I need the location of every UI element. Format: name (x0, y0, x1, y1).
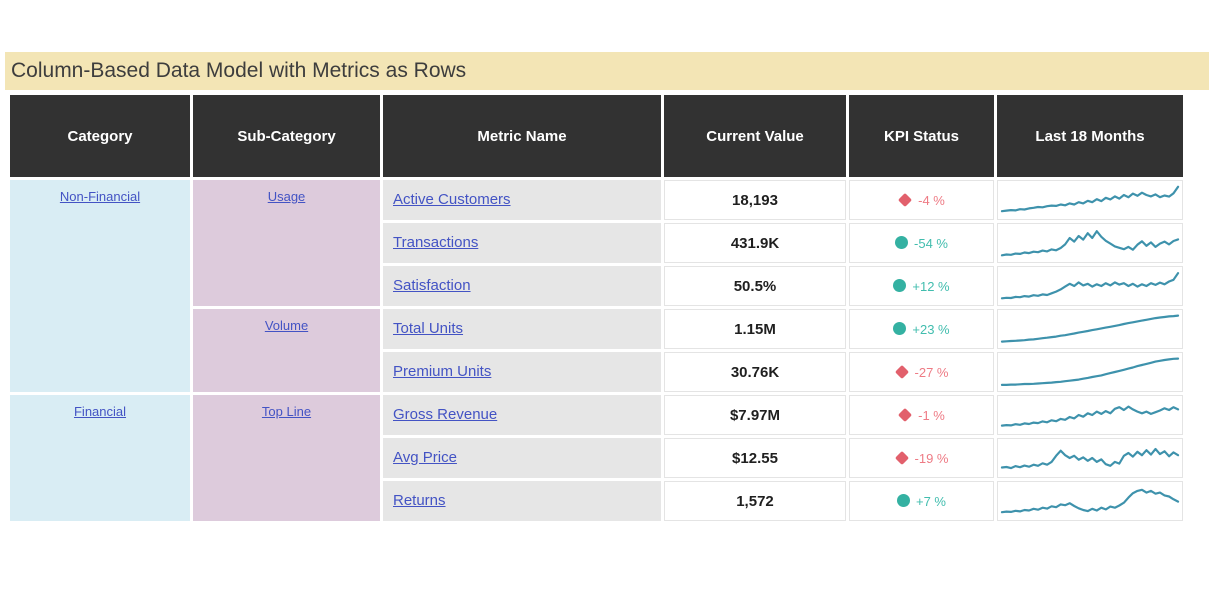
category-cell: Non-Financial (10, 180, 190, 392)
sparkline-cell (997, 395, 1183, 435)
kpi-status-cell: +7 % (849, 481, 994, 521)
metric-name-cell: Gross Revenue (383, 395, 661, 435)
category-link[interactable]: Financial (73, 404, 127, 419)
kpi-circle-icon (897, 494, 910, 508)
sparkline-chart (1000, 185, 1180, 213)
metric-link[interactable]: Returns (393, 492, 446, 509)
current-value-cell: 1,572 (664, 481, 846, 521)
kpi-diamond-icon (898, 407, 913, 422)
metric-link[interactable]: Premium Units (393, 363, 492, 380)
table-row: Premium Units 30.76K -27 % (10, 352, 1183, 392)
kpi-delta-text: +12 % (912, 279, 950, 295)
table-row: Avg Price $12.55 -19 % (10, 438, 1183, 478)
metric-name-cell: Avg Price (383, 438, 661, 478)
sparkline-cell (997, 481, 1183, 521)
kpi-delta-text: +7 % (916, 494, 946, 510)
table-row: Non-Financial Usage Active Customers 18,… (10, 180, 1183, 392)
kpi-delta-text: -1 % (918, 408, 945, 424)
kpi-circle-icon (893, 322, 907, 336)
sparkline-chart (1000, 447, 1180, 470)
sparkline-cell (997, 180, 1183, 220)
metric-link[interactable]: Satisfaction (393, 277, 471, 294)
subcategory-cell: Top Line (193, 395, 380, 521)
subcategory-link[interactable]: Top Line (261, 404, 312, 419)
kpi-circle-icon (893, 279, 907, 293)
kpi-status-cell: -27 % (849, 352, 994, 392)
table-row: Returns 1,572 +7 % (10, 481, 1183, 521)
header-row: Category Sub-Category Metric Name Curren… (10, 95, 1183, 177)
current-value-cell: $7.97M (664, 395, 846, 435)
current-value-cell: 1.15M (664, 309, 846, 349)
column-header-last-18-months[interactable]: Last 18 Months (997, 95, 1183, 177)
kpi-delta-text: -54 % (914, 236, 948, 252)
table-row: Satisfaction 50.5% +12 % (10, 266, 1183, 306)
kpi-delta-text: -4 % (918, 193, 945, 209)
kpi-delta-text: -19 % (914, 451, 949, 467)
sparkline-chart (1000, 314, 1180, 343)
metric-name-cell: Active Customers (383, 180, 661, 220)
kpi-status-cell: -54 % (849, 223, 994, 263)
sparkline-chart (1000, 405, 1180, 427)
metric-name-cell: Premium Units (383, 352, 661, 392)
sparkline-chart (1000, 230, 1180, 257)
kpi-status-cell: +12 % (849, 266, 994, 306)
subcategory-link[interactable]: Usage (267, 189, 306, 204)
column-header-subcategory[interactable]: Sub-Category (193, 95, 380, 177)
table-row: Volume Total Units 1.15M +23 % (10, 309, 1183, 392)
kpi-status-cell: -1 % (849, 395, 994, 435)
kpi-status-cell: -19 % (849, 438, 994, 478)
kpi-delta-text: +23 % (912, 322, 950, 338)
kpi-diamond-icon (898, 192, 913, 207)
column-header-kpi-status[interactable]: KPI Status (849, 95, 994, 177)
sparkline-chart (1000, 488, 1180, 514)
metric-link[interactable]: Gross Revenue (393, 406, 498, 423)
metric-name-cell: Returns (383, 481, 661, 521)
column-header-current-value[interactable]: Current Value (664, 95, 846, 177)
kpi-diamond-icon (894, 450, 909, 465)
category-link[interactable]: Non-Financial (59, 189, 141, 204)
kpi-diamond-icon (894, 364, 909, 379)
kpi-status-cell: -4 % (849, 180, 994, 220)
sparkline-chart (1000, 357, 1180, 386)
metric-name-cell: Transactions (383, 223, 661, 263)
sparkline-chart (1000, 271, 1180, 300)
sparkline-cell (997, 223, 1183, 263)
sparkline-cell (997, 352, 1183, 392)
subcategory-cell: Usage (193, 180, 380, 306)
sparkline-cell (997, 266, 1183, 306)
sparkline-cell (997, 309, 1183, 349)
subcategory-cell: Volume (193, 309, 380, 392)
metric-name-cell: Total Units (383, 309, 661, 349)
category-cell: Financial (10, 395, 190, 521)
kpi-delta-text: -27 % (914, 365, 949, 381)
metric-name-cell: Satisfaction (383, 266, 661, 306)
metric-link[interactable]: Avg Price (393, 449, 457, 466)
kpi-status-cell: +23 % (849, 309, 994, 349)
subcategory-link[interactable]: Volume (264, 318, 309, 333)
column-header-category[interactable]: Category (10, 95, 190, 177)
metric-link[interactable]: Active Customers (393, 191, 511, 208)
metric-link[interactable]: Transactions (393, 234, 479, 251)
report-title: Column-Based Data Model with Metrics as … (5, 52, 1209, 90)
current-value-cell: 30.76K (664, 352, 846, 392)
sparkline-cell (997, 438, 1183, 478)
table-row: Transactions 431.9K -54 % (10, 223, 1183, 263)
current-value-cell: 431.9K (664, 223, 846, 263)
metrics-table: Category Sub-Category Metric Name Curren… (7, 92, 1186, 524)
kpi-circle-icon (895, 236, 909, 250)
current-value-cell: $12.55 (664, 438, 846, 478)
table-row: Financial Top Line Gross Revenue $7.97M … (10, 395, 1183, 521)
current-value-cell: 18,193 (664, 180, 846, 220)
column-header-metric-name[interactable]: Metric Name (383, 95, 661, 177)
current-value-cell: 50.5% (664, 266, 846, 306)
metric-link[interactable]: Total Units (393, 320, 464, 337)
